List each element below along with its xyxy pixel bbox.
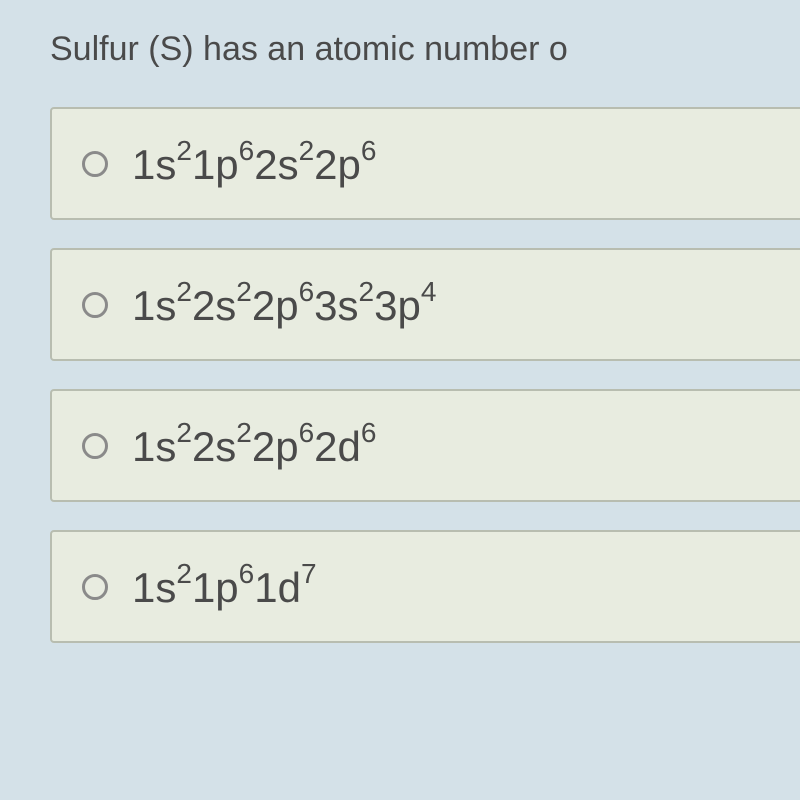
options-list: 1s21p62s22p6 1s22s22p63s23p4 1s22s22p62d6 1… [50,107,800,643]
radio-icon[interactable] [82,574,108,600]
quiz-container: Sulfur (S) has an atomic number o 1s21p6… [0,0,800,643]
answer-option-0[interactable]: 1s21p62s22p6 [50,107,800,220]
radio-icon[interactable] [82,151,108,177]
answer-option-3[interactable]: 1s21p61d7 [50,530,800,643]
formula-text: 1s21p62s22p6 [132,141,376,186]
formula-text: 1s21p61d7 [132,564,317,609]
question-text: Sulfur (S) has an atomic number o [50,30,800,69]
answer-option-2[interactable]: 1s22s22p62d6 [50,389,800,502]
radio-icon[interactable] [82,292,108,318]
radio-icon[interactable] [82,433,108,459]
answer-option-1[interactable]: 1s22s22p63s23p4 [50,248,800,361]
formula-text: 1s22s22p63s23p4 [132,282,436,327]
formula-text: 1s22s22p62d6 [132,423,376,468]
